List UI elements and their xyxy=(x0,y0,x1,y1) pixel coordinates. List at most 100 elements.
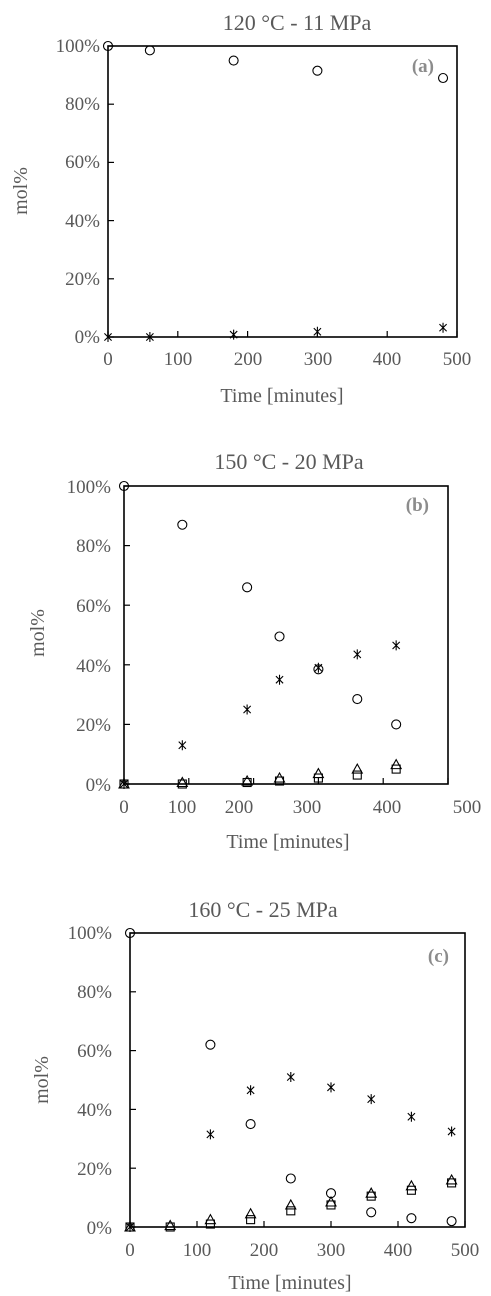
circle-marker xyxy=(274,631,285,642)
square-marker xyxy=(246,1215,256,1225)
asterisk-marker xyxy=(439,322,448,333)
y-tick-label: 20% xyxy=(77,1159,112,1180)
chart-title: 150 °C - 20 MPa xyxy=(214,449,364,474)
square-marker xyxy=(286,1206,296,1216)
chart-title: 120 °C - 11 MPa xyxy=(223,10,372,35)
y-tick-label: 60% xyxy=(65,152,100,173)
x-tick-label: 500 xyxy=(451,1240,480,1261)
y-tick-label: 20% xyxy=(65,269,100,290)
y-tick-label: 40% xyxy=(77,1100,112,1121)
triangle-marker xyxy=(241,774,254,786)
circle-marker xyxy=(391,719,402,730)
x-tick-label: 100 xyxy=(183,1240,212,1261)
square-marker xyxy=(125,1222,135,1232)
circle-marker xyxy=(406,1213,417,1224)
asterisk-marker xyxy=(314,662,323,673)
y-tick-label: 60% xyxy=(77,1041,112,1062)
asterisk-marker xyxy=(229,329,238,340)
x-tick-label: 100 xyxy=(164,349,193,370)
circle-marker xyxy=(446,1216,457,1227)
square-marker xyxy=(352,770,362,780)
circle-marker xyxy=(144,45,155,56)
y-tick-label: 0% xyxy=(87,1218,113,1239)
asterisk-marker xyxy=(145,332,154,342)
asterisk-marker xyxy=(126,1222,134,1232)
asterisk-marker xyxy=(447,1126,456,1137)
square-marker xyxy=(326,1200,336,1210)
panel-label: (c) xyxy=(428,946,449,967)
chart-panel-c: 160 °C - 25 MPa (c) 0% 20% 40% 60% 80% 1… xyxy=(31,897,479,1294)
square-marker xyxy=(406,1185,416,1195)
x-tick-label: 300 xyxy=(304,349,333,370)
circle-marker xyxy=(245,1119,256,1130)
square-marker xyxy=(447,1178,457,1188)
asterisk-marker xyxy=(353,649,362,660)
asterisk-marker xyxy=(392,640,401,651)
square-marker xyxy=(391,764,401,774)
square-marker xyxy=(205,1219,215,1229)
square-marker xyxy=(313,773,323,783)
asterisk-marker xyxy=(104,332,112,342)
circle-marker xyxy=(366,1207,377,1218)
x-tick-label: 0 xyxy=(103,349,113,370)
y-tick-label: 40% xyxy=(76,656,111,677)
circle-marker xyxy=(312,65,323,76)
plot-frame xyxy=(129,932,466,1228)
asterisk-marker xyxy=(286,1072,295,1083)
circle-marker xyxy=(102,40,114,52)
asterisk-marker xyxy=(206,1129,215,1140)
x-tick-label: 300 xyxy=(317,1240,346,1261)
chart-panel-a: 120 °C - 11 MPa (a) 0% 20% 40% 60% 80% 1… xyxy=(10,10,471,407)
triangle-marker xyxy=(244,1207,257,1219)
x-tick-label: 0 xyxy=(119,797,129,818)
y-tick-label: 80% xyxy=(65,94,100,115)
chart-title: 160 °C - 25 MPa xyxy=(188,897,338,922)
x-tick-label: 400 xyxy=(373,349,402,370)
asterisk-marker xyxy=(275,674,284,685)
x-tick-label: 500 xyxy=(453,797,482,818)
circle-marker xyxy=(177,519,188,530)
triangle-marker xyxy=(204,1213,217,1225)
square-marker xyxy=(366,1191,376,1201)
y-tick-label: 100% xyxy=(56,36,101,57)
x-tick-label: 300 xyxy=(293,797,322,818)
circle-marker xyxy=(124,927,136,939)
data-markers xyxy=(102,40,449,342)
triangle-marker xyxy=(405,1179,418,1191)
x-tick-label: 0 xyxy=(125,1240,135,1261)
x-tick-label: 500 xyxy=(443,349,472,370)
y-tick-label: 20% xyxy=(76,715,111,736)
x-tick-label: 400 xyxy=(373,797,402,818)
y-tick-label: 80% xyxy=(76,536,111,557)
asterisk-marker xyxy=(407,1111,416,1122)
square-marker xyxy=(274,776,285,786)
x-axis-label: Time [minutes] xyxy=(220,385,343,407)
triangle-marker xyxy=(351,762,364,774)
y-tick-label: 0% xyxy=(75,327,101,348)
y-tick-label: 100% xyxy=(68,923,113,944)
asterisk-marker xyxy=(120,779,128,789)
triangle-marker xyxy=(312,767,325,779)
panel-label: (a) xyxy=(412,56,434,77)
plot-frame xyxy=(123,485,449,785)
x-tick-label: 200 xyxy=(234,349,263,370)
y-axis-label: mol% xyxy=(10,167,32,215)
triangle-marker xyxy=(164,1219,177,1231)
asterisk-marker xyxy=(367,1094,376,1105)
x-axis-label: Time [minutes] xyxy=(226,831,349,853)
y-tick-label: 40% xyxy=(65,211,100,232)
data-markers xyxy=(118,480,403,789)
y-tick-label: 100% xyxy=(67,477,112,498)
triangle-marker xyxy=(176,776,189,788)
square-marker xyxy=(165,1222,175,1232)
circle-marker xyxy=(205,1039,216,1050)
data-markers xyxy=(124,927,458,1232)
plot-frame xyxy=(107,45,458,338)
x-axis-label: Time [minutes] xyxy=(228,1272,351,1294)
asterisk-marker xyxy=(246,1085,255,1096)
asterisk-marker xyxy=(327,1082,335,1093)
circle-marker xyxy=(285,1173,296,1184)
triangle-marker xyxy=(325,1195,337,1207)
circle-marker xyxy=(352,694,363,705)
